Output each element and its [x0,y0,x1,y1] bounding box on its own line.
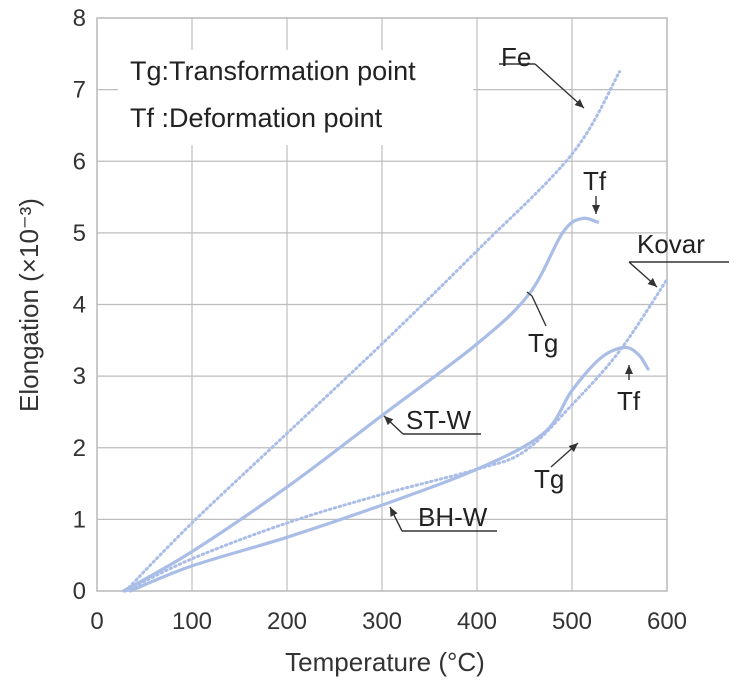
annotation-kovar: Kovar [628,229,729,288]
leader-line [628,261,729,288]
annotation-fe: Fe [499,42,585,109]
x-tick-label: 500 [552,608,592,635]
y-tick-label: 5 [73,220,86,247]
y-tick-label: 7 [73,77,86,104]
x-tick-label: 600 [647,608,687,635]
annotation-label: Tf [617,386,641,416]
arrowhead [568,443,578,452]
annotation-tg: Tg [526,291,558,358]
annotation-bh-w: BH-W [389,502,497,532]
y-tick-label: 1 [73,506,86,533]
y-tick-label: 4 [73,292,86,319]
notes-box [118,50,473,145]
annotation-label: Tf [583,166,607,196]
x-axis-title: Temperature (°C) [285,647,485,677]
arrowhead [574,99,584,108]
x-tick-label: 200 [267,608,307,635]
note-tg: Tg:Transformation point [130,56,416,86]
y-axis-title: Elongation (×10⁻³) [14,198,44,412]
x-tick-labels: 0 100 200 300 400 500 600 [90,608,687,635]
annotation-label: Kovar [637,229,705,259]
arrowhead [390,507,398,517]
arrowhead [647,278,657,287]
annotation-label: ST-W [406,405,471,435]
x-tick-label: 100 [172,608,212,635]
x-tick-label: 400 [457,608,497,635]
y-tick-label: 8 [73,5,86,32]
note-tf: Tf :Deformation point [130,103,383,133]
plot-frame [96,17,668,592]
arrowhead [625,365,633,374]
annotation-label: Tg [534,464,564,494]
y-tick-label: 0 [73,578,86,605]
leader-line [499,63,585,109]
y-tick-label: 6 [73,148,86,175]
x-tick-label: 0 [90,608,103,635]
series-line-bh-w [128,345,650,593]
arrowhead [384,416,394,426]
series-line-fe [124,70,621,593]
series-line-st-w [122,216,600,593]
annotation-label: BH-W [418,502,488,532]
y-tick-labels: 0 1 2 3 4 5 6 7 8 [73,5,86,605]
annotation-st-w: ST-W [383,405,481,435]
y-tick-label: 3 [73,363,86,390]
annotation-label: Tg [528,328,558,358]
series-line-kovar [124,277,669,593]
annotation-layer: Fe Tf Kovar Tg ST-W Tf Tg BH-W [383,42,729,532]
y-tick-label: 2 [73,435,86,462]
annotation-tf: Tf [617,365,641,416]
annotation-label: Fe [501,42,531,72]
x-tick-label: 300 [362,608,402,635]
arrowhead [592,205,600,214]
leader-line [526,291,547,327]
series-layer [122,70,669,593]
annotation-tg: Tg [534,442,579,494]
annotation-tf: Tf [583,166,607,214]
